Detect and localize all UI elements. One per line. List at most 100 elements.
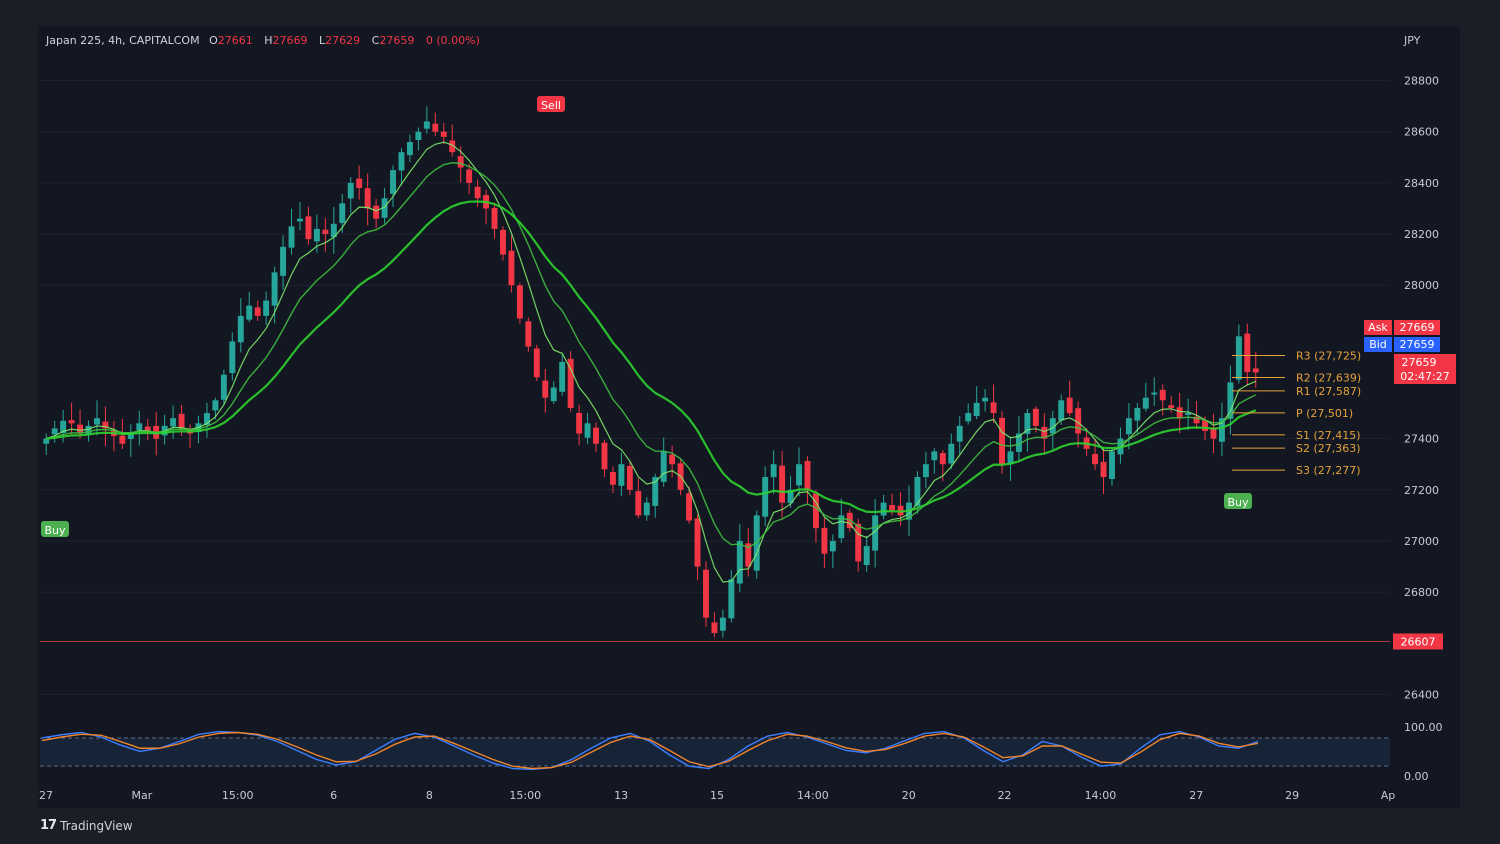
- candle-body: [1100, 461, 1107, 478]
- candle-body: [736, 540, 743, 584]
- candle-body: [398, 152, 405, 171]
- candle-body: [449, 140, 456, 153]
- candle-body: [356, 178, 363, 188]
- candle-body: [711, 622, 718, 634]
- candle-body: [1168, 405, 1175, 408]
- support-price-label: 26607: [1401, 635, 1436, 648]
- oscillator-d-line: [41, 731, 1259, 770]
- pivot-level-label: R3 (27,725): [1296, 350, 1361, 363]
- candle-body: [982, 397, 989, 402]
- y-tick-label: 26400: [1404, 688, 1439, 701]
- low-value: 27629: [325, 34, 361, 47]
- x-tick-label: 8: [426, 789, 433, 802]
- candle-body: [305, 216, 312, 240]
- buy-signal-label: Buy: [44, 524, 66, 537]
- tradingview-brand[interactable]: 17 TradingView: [40, 818, 133, 833]
- candle-body: [1015, 433, 1022, 452]
- last-price-value: 27659: [1402, 356, 1437, 369]
- x-tick-label: 15:00: [222, 789, 254, 802]
- candle-body: [263, 300, 270, 316]
- candle-body: [60, 420, 67, 433]
- candle-body: [423, 121, 430, 129]
- candle-body: [1176, 407, 1183, 419]
- price-tag-value-box: [1394, 337, 1440, 352]
- candle-body: [144, 426, 151, 431]
- pivot-level-label: S2 (27,363): [1296, 442, 1361, 455]
- candle-body: [288, 226, 295, 248]
- candle-body: [990, 402, 997, 414]
- candle-body: [1024, 413, 1031, 434]
- candle-body: [643, 502, 650, 516]
- candle-body: [347, 182, 354, 199]
- high-value: 27669: [272, 34, 308, 47]
- candle-body: [1134, 407, 1141, 421]
- candle-body: [297, 218, 303, 222]
- candle-body: [491, 207, 498, 229]
- candle-body: [254, 307, 261, 316]
- candle-body: [203, 413, 210, 426]
- change-value: 0 (0.00%): [425, 34, 480, 47]
- pivot-level-label: P (27,501): [1296, 407, 1353, 420]
- chart-panel[interactable]: [38, 26, 1460, 808]
- candle-body: [635, 491, 642, 516]
- candle-body: [838, 515, 845, 539]
- oscillator-tick-bottom: 0.00: [1404, 770, 1429, 783]
- candle-body: [948, 443, 955, 464]
- candle-body: [609, 471, 616, 485]
- candle-body: [796, 464, 802, 486]
- candle-body: [719, 617, 726, 631]
- candle-body: [390, 170, 396, 194]
- candle-body: [508, 250, 515, 286]
- x-tick-label: Mar: [131, 789, 152, 802]
- candle-body: [1151, 392, 1158, 395]
- price-tag-value: 27669: [1400, 321, 1435, 334]
- x-tick-label: 20: [902, 789, 916, 802]
- symbol-label: Japan 225, 4h, CAPITALCOM: [46, 34, 200, 47]
- candle-body: [533, 348, 540, 378]
- price-tag-value-box: [1394, 320, 1440, 335]
- price-tag-key: Bid: [1369, 338, 1387, 351]
- candle-body: [559, 361, 566, 392]
- candle-body: [68, 420, 75, 424]
- candle-body: [1185, 413, 1192, 415]
- price-tag-value: 27659: [1400, 338, 1435, 351]
- candle-body: [1066, 397, 1073, 414]
- pivot-level-label: S1 (27,415): [1296, 429, 1361, 442]
- moving-average-line-0: [46, 141, 1257, 583]
- candle-body: [728, 579, 735, 619]
- x-tick-label: 27: [1189, 789, 1203, 802]
- brand-label: TradingView: [60, 818, 133, 833]
- price-tag-key-box: [1364, 337, 1392, 352]
- close-key: C: [371, 34, 380, 47]
- oscillator-band: [40, 738, 1390, 766]
- price-tag-key-box: [1364, 320, 1392, 335]
- candle-body: [1058, 400, 1065, 421]
- candle-body: [1032, 408, 1039, 426]
- x-tick-label: Ap: [1381, 789, 1396, 802]
- price-tag-key: Ask: [1368, 321, 1388, 334]
- candle-body: [576, 412, 583, 434]
- candle-body: [85, 425, 92, 435]
- candle-body: [415, 131, 422, 140]
- candle-body: [1159, 389, 1166, 401]
- candle-body: [703, 569, 709, 618]
- tradingview-logo-icon: 17: [40, 818, 57, 833]
- candle-body: [516, 285, 523, 319]
- candle-body: [965, 413, 972, 422]
- candle-body: [102, 421, 109, 429]
- candle-body: [212, 400, 219, 411]
- currency-label: JPY: [1403, 34, 1421, 47]
- candle-body: [43, 438, 50, 444]
- candle-body: [1210, 427, 1217, 439]
- candle-body: [1075, 408, 1082, 434]
- y-tick-label: 28600: [1404, 126, 1439, 139]
- candle-body: [669, 454, 676, 465]
- candle-body: [914, 477, 921, 507]
- candle-body: [229, 341, 236, 374]
- candle-body: [626, 465, 633, 490]
- open-key: O: [209, 34, 218, 47]
- candle-body: [119, 435, 126, 444]
- candle-body: [1142, 397, 1149, 409]
- candle-body: [1109, 451, 1115, 480]
